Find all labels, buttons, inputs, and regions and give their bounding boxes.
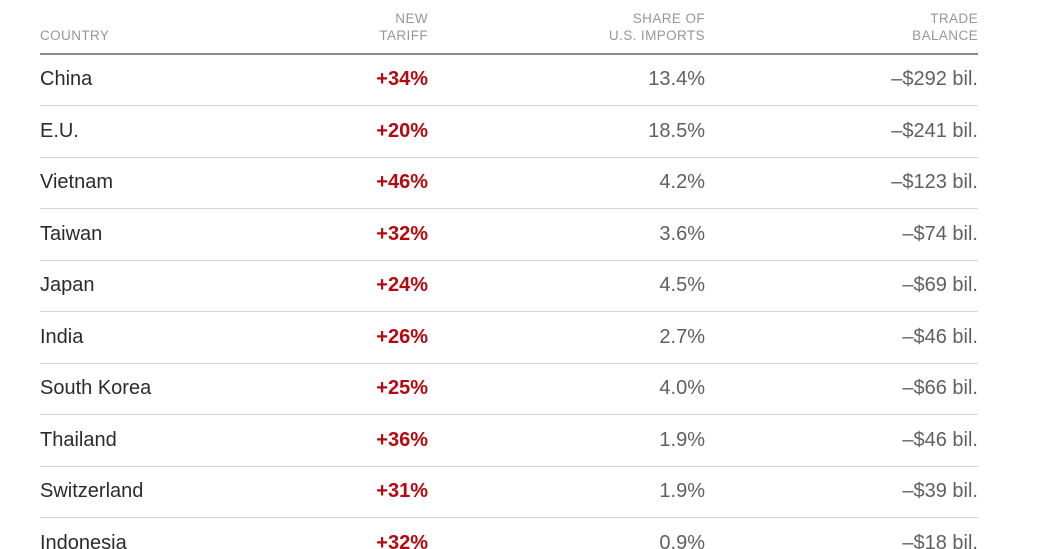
- trade-balance-cell: –$123 bil.: [891, 171, 978, 194]
- country-cell: China: [40, 68, 93, 91]
- share-imports-cell: 2.7%: [659, 325, 705, 348]
- share-imports-cell: 1.9%: [659, 480, 705, 503]
- country-cell: India: [40, 325, 84, 348]
- new-tariff-cell: +32%: [376, 531, 428, 549]
- country-cell: Taiwan: [40, 222, 103, 245]
- trade-balance-cell: –$39 bil.: [902, 480, 978, 503]
- trade-balance-cell: –$69 bil.: [902, 274, 978, 297]
- trade-balance-cell: –$66 bil.: [902, 377, 978, 400]
- new-tariff-cell: +32%: [376, 222, 428, 245]
- table-row: India +26% 2.7% –$46 bil.: [40, 312, 978, 364]
- share-imports-cell: 4.0%: [659, 377, 705, 400]
- table-header-row: COUNTRY NEW TARIFF SHARE OF U.S. IMPORTS…: [40, 0, 978, 55]
- table-row: South Korea +25% 4.0% –$66 bil.: [40, 364, 978, 416]
- table-row: Japan +24% 4.5% –$69 bil.: [40, 261, 978, 313]
- new-tariff-cell: +20%: [376, 119, 428, 142]
- country-cell: Japan: [40, 274, 95, 297]
- column-header-trade-balance: TRADE BALANCE: [912, 11, 978, 44]
- country-cell: Indonesia: [40, 531, 127, 549]
- trade-balance-cell: –$241 bil.: [891, 119, 978, 142]
- share-imports-cell: 4.5%: [659, 274, 705, 297]
- table-row: Taiwan +32% 3.6% –$74 bil.: [40, 209, 978, 261]
- share-imports-cell: 4.2%: [659, 171, 705, 194]
- table-row: China +34% 13.4% –$292 bil.: [40, 55, 978, 107]
- share-imports-cell: 1.9%: [659, 428, 705, 451]
- country-cell: South Korea: [40, 377, 152, 400]
- table-row: Switzerland +31% 1.9% –$39 bil.: [40, 467, 978, 519]
- new-tariff-cell: +46%: [376, 171, 428, 194]
- column-header-country-label: COUNTRY: [40, 28, 110, 44]
- table-body: China +34% 13.4% –$292 bil. E.U. +20% 18…: [40, 55, 978, 549]
- tariff-table: COUNTRY NEW TARIFF SHARE OF U.S. IMPORTS…: [40, 0, 978, 549]
- country-cell: Vietnam: [40, 171, 114, 194]
- share-imports-cell: 0.9%: [659, 531, 705, 549]
- column-header-new-tariff: NEW TARIFF: [379, 11, 428, 44]
- trade-balance-cell: –$18 bil.: [902, 531, 978, 549]
- trade-balance-cell: –$292 bil.: [891, 68, 978, 91]
- new-tariff-cell: +34%: [376, 68, 428, 91]
- new-tariff-cell: +31%: [376, 480, 428, 503]
- share-imports-cell: 13.4%: [648, 68, 705, 91]
- country-cell: Thailand: [40, 428, 117, 451]
- trade-balance-cell: –$74 bil.: [902, 222, 978, 245]
- column-header-country: COUNTRY: [40, 27, 260, 44]
- share-imports-cell: 18.5%: [648, 119, 705, 142]
- new-tariff-cell: +36%: [376, 428, 428, 451]
- table-row: Vietnam +46% 4.2% –$123 bil.: [40, 158, 978, 210]
- new-tariff-cell: +26%: [376, 325, 428, 348]
- table-row: E.U. +20% 18.5% –$241 bil.: [40, 106, 978, 158]
- table-row: Thailand +36% 1.9% –$46 bil.: [40, 415, 978, 467]
- trade-balance-cell: –$46 bil.: [902, 428, 978, 451]
- country-cell: E.U.: [40, 119, 79, 142]
- trade-balance-cell: –$46 bil.: [902, 325, 978, 348]
- country-cell: Switzerland: [40, 480, 144, 503]
- new-tariff-cell: +25%: [376, 377, 428, 400]
- new-tariff-cell: +24%: [376, 274, 428, 297]
- column-header-share-of-us-imports: SHARE OF U.S. IMPORTS: [608, 11, 705, 44]
- table-row: Indonesia +32% 0.9% –$18 bil.: [40, 518, 978, 549]
- share-imports-cell: 3.6%: [659, 222, 705, 245]
